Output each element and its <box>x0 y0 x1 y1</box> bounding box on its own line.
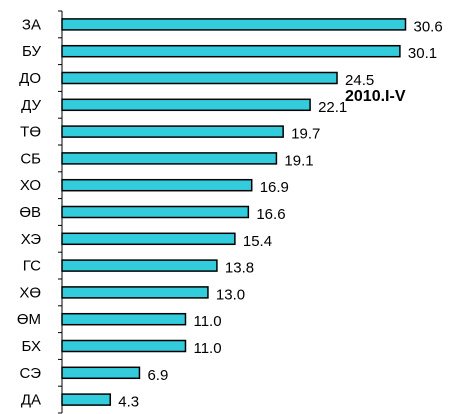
bar-4 <box>61 125 284 138</box>
value-label: 11.0 <box>193 340 221 357</box>
category-label: ДУ <box>21 97 41 114</box>
bar-6 <box>61 178 253 192</box>
category-label: БХ <box>21 338 41 355</box>
category-label: ХО <box>20 177 41 194</box>
bar-8 <box>61 232 236 246</box>
category-label: ӨВ <box>19 204 41 221</box>
value-label: 13.0 <box>216 286 245 303</box>
bar-11 <box>61 312 187 326</box>
bars-group <box>61 18 407 406</box>
category-labels: ЗА БУ ДО ДУ ТӨ СБ ХО ӨВ ХЭ ГС ХӨ ӨМ БХ СЭ ДА <box>17 16 42 408</box>
category-label: ӨМ <box>17 311 41 328</box>
value-label: 11.0 <box>193 313 221 330</box>
bar-1 <box>61 44 401 58</box>
value-label: 22.1 <box>318 99 347 116</box>
category-label: ХӨ <box>19 284 41 301</box>
category-label: ГС <box>23 258 41 275</box>
bar-7 <box>61 205 250 219</box>
value-label: 13.8 <box>225 260 254 277</box>
bar-3 <box>61 98 311 112</box>
value-label: 30.6 <box>414 18 443 35</box>
category-label: БУ <box>22 43 41 60</box>
value-label: 24.5 <box>345 72 374 89</box>
value-label: 16.9 <box>260 179 289 196</box>
category-label: ХЭ <box>21 231 41 248</box>
value-label: 6.9 <box>147 367 168 384</box>
category-label: СЭ <box>20 365 42 382</box>
value-labels: 30.6 30.1 24.5 22.1 19.7 19.1 16.9 16.6 15.4 13.8… <box>118 18 442 410</box>
bar-12 <box>61 339 187 353</box>
bar-2 <box>61 71 338 85</box>
value-label: 19.7 <box>291 126 320 143</box>
value-label: 19.1 <box>284 152 313 169</box>
category-label: ДА <box>21 392 41 409</box>
bar-10 <box>61 286 209 299</box>
axis-ticks <box>58 10 62 414</box>
bar-13 <box>61 366 141 380</box>
value-label: 15.4 <box>243 233 272 250</box>
bar-5 <box>61 152 278 165</box>
category-label: ДО <box>19 70 41 87</box>
value-label: 16.6 <box>256 206 285 223</box>
category-label: ТӨ <box>20 124 41 141</box>
category-label: ЗА <box>22 16 41 33</box>
bar-0 <box>61 18 407 31</box>
bar-14 <box>61 393 112 406</box>
chart-annotation: 2010.I-V <box>345 88 406 105</box>
bar-9 <box>61 259 218 272</box>
value-label: 30.1 <box>408 45 437 62</box>
value-label: 4.3 <box>118 394 139 411</box>
category-label: СБ <box>20 150 41 167</box>
